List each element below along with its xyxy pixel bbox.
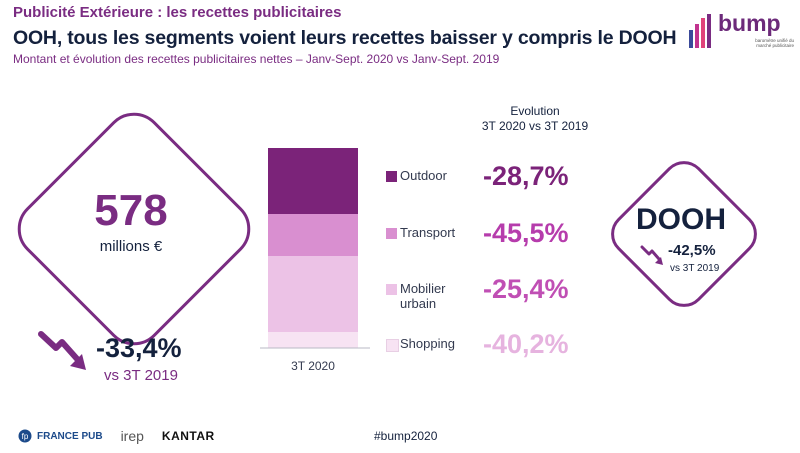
evolution-value-outdoor: -28,7% [483, 161, 569, 191]
legend-swatch-transport [386, 228, 397, 239]
subtitle: Montant et évolution des recettes public… [13, 52, 500, 66]
dooh-trend-down-icon [640, 245, 663, 265]
evolution-header: Evolution 3T 2020 vs 3T 2019 [470, 104, 600, 134]
total-change-vs: vs 3T 2019 [104, 367, 178, 384]
bump-logo: bump baromètre unifié du marché publicit… [688, 8, 798, 56]
total-amount: 578 [94, 186, 168, 235]
legend-swatch-outdoor [386, 171, 397, 182]
hashtag: #bump2020 [374, 429, 438, 443]
legend-label-outdoor: Outdoor [400, 168, 447, 183]
legend-label-shopping: Shopping [400, 336, 455, 351]
bar-segment-transport [268, 214, 358, 256]
legend-label-transport: Transport [400, 225, 456, 240]
france-pub-label: FRANCE PUB [37, 430, 103, 442]
legend-label-mobilier-urbain: Mobilier urbain [400, 281, 446, 311]
total-unit: millions € [99, 238, 163, 255]
irep-logo: irep [120, 428, 144, 444]
bar-segment-outdoor [268, 148, 358, 214]
bump-wordmark: bump [718, 10, 781, 36]
section-title: Publicité Extérieure : les recettes publ… [13, 4, 342, 21]
dooh-change: -42,5% [668, 242, 716, 259]
x-tick-label: 3T 2020 [291, 359, 335, 373]
total-change: -33,4% [96, 333, 182, 363]
bump-tagline: baromètre unifié du marché publicitaire [755, 38, 794, 48]
evolution-value-transport: -45,5% [483, 218, 569, 248]
france-pub-icon: fp [18, 429, 32, 443]
bar-segment-mobilier-urbain [268, 256, 358, 332]
evolution-header-line1: Evolution [510, 104, 560, 118]
bump-bars-icon [689, 14, 711, 48]
evolution-value-mobilier-urbain: -25,4% [483, 274, 569, 304]
legend-swatch-shopping [386, 339, 399, 352]
evolution-header-line2: 3T 2020 vs 3T 2019 [481, 119, 589, 133]
evolution-value-shopping: -40,2% [483, 329, 569, 359]
footer-logos: fp FRANCE PUB irep KANTAR [18, 428, 215, 444]
france-pub-logo: fp FRANCE PUB [18, 429, 103, 443]
legend-swatch-mobilier-urbain [386, 284, 397, 295]
kantar-logo: KANTAR [161, 429, 215, 443]
dooh-title: DOOH [636, 203, 726, 236]
svg-text:fp: fp [22, 432, 29, 441]
trend-down-arrow-icon [38, 331, 86, 370]
stacked-bar-chart [260, 148, 370, 349]
headline: OOH, tous les segments voient leurs rece… [13, 27, 677, 49]
bar-segment-shopping [268, 332, 358, 348]
dooh-change-vs: vs 3T 2019 [670, 263, 720, 274]
